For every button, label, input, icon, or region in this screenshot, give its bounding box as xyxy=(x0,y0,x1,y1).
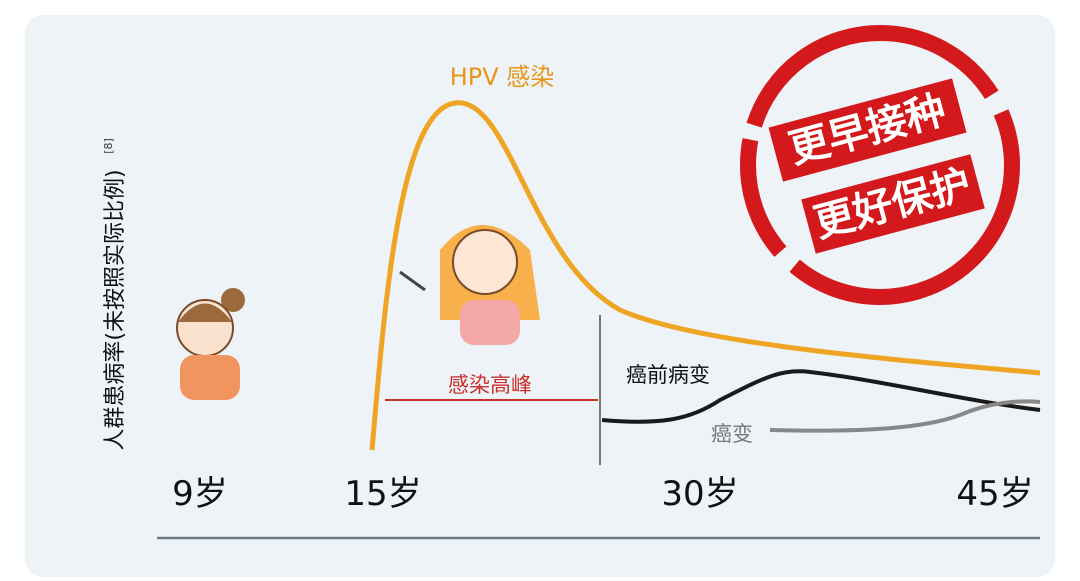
y-label: 人群患病率(未按照实际比例) xyxy=(103,169,128,450)
child-illustration xyxy=(176,288,245,400)
age-label: 45岁 xyxy=(956,474,1033,514)
cancer-curve xyxy=(769,399,1041,433)
hpv-curve xyxy=(369,100,1041,451)
reference: [8] xyxy=(102,138,115,154)
cancer-label: 癌变 xyxy=(711,422,753,446)
stamp-box xyxy=(768,78,967,182)
precancer-curve xyxy=(601,369,1041,424)
age-label: 30岁 xyxy=(661,474,738,514)
age-label: 9岁 xyxy=(172,474,228,514)
hpv-label: HPV 感染 xyxy=(450,63,555,91)
peak-label: 感染高峰 xyxy=(448,373,532,397)
stamp-ring xyxy=(740,25,1020,305)
stamp-box xyxy=(801,154,985,254)
girl-illustration xyxy=(399,225,540,345)
age-label: 15岁 xyxy=(344,474,421,514)
precancer-label: 癌前病变 xyxy=(626,363,710,387)
